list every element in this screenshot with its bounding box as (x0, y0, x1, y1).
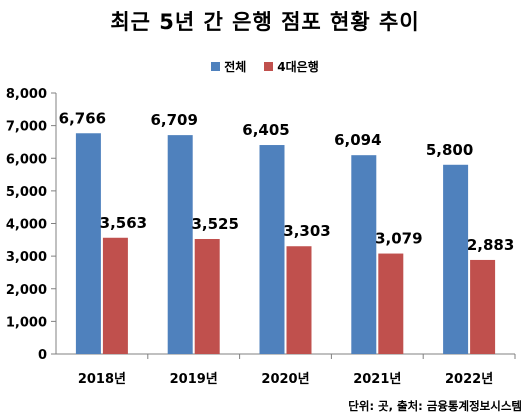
x-tick-label: 2021년 (353, 372, 401, 387)
data-label-big4: 2,883 (467, 236, 514, 254)
y-tick-label: 4,000 (6, 218, 47, 233)
bar-big4 (378, 253, 404, 354)
data-label-big4: 3,079 (375, 230, 422, 248)
source-note: 단위: 곳, 출처: 금융통계정보시스템 (348, 399, 522, 413)
y-tick-label: 7,000 (6, 120, 47, 135)
legend-swatch-total (211, 62, 221, 71)
y-tick-label: 2,000 (6, 283, 47, 298)
data-label-big4: 3,563 (100, 214, 147, 232)
x-tick-label: 2018년 (78, 372, 126, 387)
legend-swatch-big4 (264, 62, 274, 71)
data-label-total: 6,094 (334, 131, 381, 149)
legend-item-big4: 4대은행 (264, 58, 319, 75)
y-tick-label: 3,000 (6, 250, 47, 265)
data-label-total: 6,709 (150, 111, 197, 129)
bar-big4 (470, 259, 496, 354)
bar-big4 (102, 237, 128, 354)
x-tick-label: 2020년 (261, 372, 309, 387)
x-tick-label: 2019년 (170, 372, 218, 387)
data-label-big4: 3,525 (191, 215, 238, 233)
bar-total (167, 135, 193, 354)
bar-total (351, 155, 377, 354)
data-label-total: 6,766 (59, 109, 106, 127)
y-tick-label: 0 (38, 348, 47, 363)
bar-total (259, 145, 285, 354)
bar-total (443, 164, 469, 354)
legend-label-big4: 4대은행 (277, 60, 319, 74)
legend-label-total: 전체 (224, 60, 247, 74)
x-tick-label: 2022년 (445, 372, 493, 387)
bar-big4 (194, 238, 220, 354)
chart-title: 최근 5년 간 은행 점포 현황 추이 (110, 10, 420, 34)
data-label-big4: 3,303 (283, 222, 330, 240)
y-tick-label: 6,000 (6, 152, 47, 167)
bar-big4 (286, 246, 312, 354)
y-tick-label: 1,000 (6, 315, 47, 330)
legend-item-total: 전체 (211, 58, 246, 75)
bar-chart: 0 1,000 2,000 3,000 4,000 5,000 6,000 7,000 8,00… (6, 87, 516, 387)
legend: 전체 4대은행 (0, 58, 530, 75)
bar-total (75, 133, 101, 354)
y-tick-label: 5,000 (6, 185, 47, 200)
data-label-total: 6,405 (242, 121, 289, 139)
data-label-total: 5,800 (426, 141, 473, 159)
y-tick-label: 8,000 (6, 87, 47, 102)
